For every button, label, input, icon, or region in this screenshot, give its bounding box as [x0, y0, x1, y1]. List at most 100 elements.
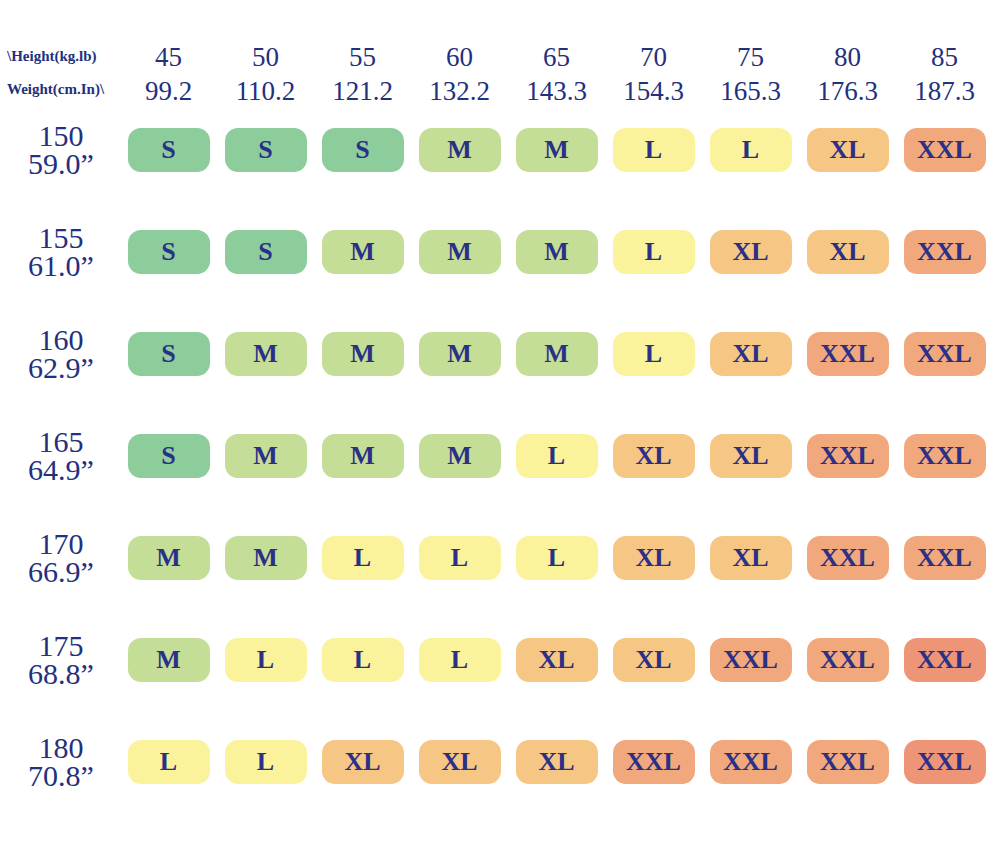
size-cell: XXL: [904, 536, 986, 580]
size-cell: XXL: [807, 434, 889, 478]
column-header: 55121.2: [314, 40, 411, 108]
size-cell: S: [128, 128, 210, 172]
size-cell: L: [225, 638, 307, 682]
size-cell: S: [128, 230, 210, 274]
column-header: 70154.3: [605, 40, 702, 108]
size-cell: M: [322, 230, 404, 274]
weight-lb-label: 143.3: [508, 74, 605, 108]
weight-lb-label: 187.3: [896, 74, 993, 108]
height-label: 15561.0”: [2, 224, 120, 280]
size-cell: M: [516, 128, 598, 172]
size-cell: XL: [516, 638, 598, 682]
size-cell: M: [128, 638, 210, 682]
size-cell: M: [322, 434, 404, 478]
size-cell: L: [128, 740, 210, 784]
size-cell: M: [419, 332, 501, 376]
size-cell: M: [322, 332, 404, 376]
size-cell: M: [225, 434, 307, 478]
size-cell: M: [516, 332, 598, 376]
size-cell: M: [225, 536, 307, 580]
weight-kg-label: 60: [411, 40, 508, 74]
size-cell: XXL: [904, 128, 986, 172]
size-cell: L: [419, 536, 501, 580]
size-cell: XXL: [904, 434, 986, 478]
size-cell: M: [419, 128, 501, 172]
size-cell: M: [419, 230, 501, 274]
weight-lb-label: 176.3: [799, 74, 896, 108]
height-inch-label: 66.9”: [2, 558, 120, 586]
size-cell: S: [225, 230, 307, 274]
weight-kg-label: 75: [702, 40, 799, 74]
weight-lb-label: 165.3: [702, 74, 799, 108]
height-inch-label: 59.0”: [2, 150, 120, 178]
height-inch-label: 64.9”: [2, 456, 120, 484]
size-cell: XXL: [807, 740, 889, 784]
weight-lb-label: 110.2: [217, 74, 314, 108]
size-cell: XXL: [710, 740, 792, 784]
table-row: 15059.0”SSSMMLLXLXXL: [2, 122, 1000, 166]
size-cell: M: [225, 332, 307, 376]
size-cell: XL: [710, 434, 792, 478]
table-row: 18070.8”LLXLXLXLXXLXXLXXLXXL: [2, 734, 1000, 778]
table-row: 16564.9”SMMMLXLXLXXLXXL: [2, 428, 1000, 472]
height-cm-label: 175: [2, 632, 120, 660]
size-cell: XL: [322, 740, 404, 784]
size-cell: XL: [613, 536, 695, 580]
table-row: 17568.8”MLLLXLXLXXLXXLXXL: [2, 632, 1000, 676]
rows: 15059.0”SSSMMLLXLXXL15561.0”SSMMMLXLXLXX…: [2, 122, 1000, 778]
size-cell: XXL: [904, 230, 986, 274]
size-cell: XXL: [807, 536, 889, 580]
corner-weight-label: Weight(cm.In)\: [7, 73, 120, 106]
header-row: \Height(kg.lb) Weight(cm.In)\ 4599.25011…: [2, 40, 1000, 108]
column-header: 75165.3: [702, 40, 799, 108]
size-cell: L: [225, 740, 307, 784]
column-header: 85187.3: [896, 40, 993, 108]
size-cell: S: [225, 128, 307, 172]
height-inch-label: 62.9”: [2, 354, 120, 382]
size-cell: XXL: [904, 740, 986, 784]
size-cell: XL: [613, 434, 695, 478]
column-header: 60132.2: [411, 40, 508, 108]
weight-lb-label: 121.2: [314, 74, 411, 108]
weight-kg-label: 70: [605, 40, 702, 74]
weight-kg-label: 45: [120, 40, 217, 74]
size-cell: L: [322, 536, 404, 580]
size-cell: XXL: [613, 740, 695, 784]
size-cell: XXL: [807, 332, 889, 376]
weight-lb-label: 154.3: [605, 74, 702, 108]
size-cell: M: [419, 434, 501, 478]
weight-kg-label: 80: [799, 40, 896, 74]
weight-lb-label: 99.2: [120, 74, 217, 108]
size-cell: L: [516, 434, 598, 478]
height-label: 17066.9”: [2, 530, 120, 586]
height-cm-label: 165: [2, 428, 120, 456]
height-cm-label: 155: [2, 224, 120, 252]
size-cell: M: [516, 230, 598, 274]
corner-height-label: \Height(kg.lb): [7, 40, 120, 73]
table-row: 17066.9”MMLLLXLXLXXLXXL: [2, 530, 1000, 574]
size-chart-page: { "page": { "background": "#ffffff", "te…: [0, 0, 1000, 844]
weight-kg-label: 65: [508, 40, 605, 74]
size-cell: XXL: [904, 332, 986, 376]
column-header: 50110.2: [217, 40, 314, 108]
height-label: 15059.0”: [2, 122, 120, 178]
weight-kg-label: 85: [896, 40, 993, 74]
height-label: 16062.9”: [2, 326, 120, 382]
height-inch-label: 70.8”: [2, 762, 120, 790]
weight-lb-label: 132.2: [411, 74, 508, 108]
size-cell: L: [613, 332, 695, 376]
size-cell: L: [516, 536, 598, 580]
size-cell: XL: [419, 740, 501, 784]
height-cm-label: 160: [2, 326, 120, 354]
size-cell: S: [322, 128, 404, 172]
column-header: 65143.3: [508, 40, 605, 108]
height-cm-label: 180: [2, 734, 120, 762]
table-row: 15561.0”SSMMMLXLXLXXL: [2, 224, 1000, 268]
height-label: 16564.9”: [2, 428, 120, 484]
size-chart: \Height(kg.lb) Weight(cm.In)\ 4599.25011…: [0, 0, 1000, 778]
size-cell: L: [322, 638, 404, 682]
height-inch-label: 68.8”: [2, 660, 120, 688]
weight-kg-label: 55: [314, 40, 411, 74]
column-header: 4599.2: [120, 40, 217, 108]
height-label: 17568.8”: [2, 632, 120, 688]
